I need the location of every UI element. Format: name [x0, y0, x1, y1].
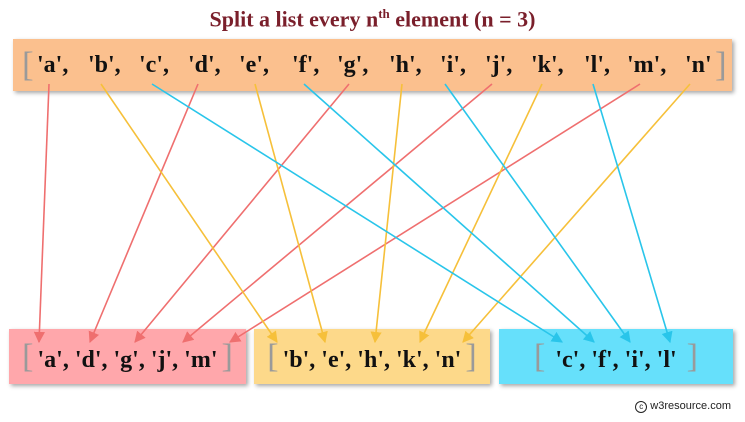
arrow-g: [134, 83, 350, 343]
source-item-l: 'l',: [584, 52, 611, 78]
copyright-icon: c: [635, 401, 648, 413]
arrow-d: [88, 83, 199, 344]
output-list-1-text: ['a', 'd', 'g', 'j', 'm']: [22, 338, 233, 375]
source-item-m: 'm',: [627, 52, 667, 78]
arrow-j: [182, 83, 493, 343]
source-open-bracket: [: [22, 45, 34, 84]
source-item-e: 'e',: [239, 52, 269, 78]
source-close-bracket: ]: [715, 45, 727, 84]
source-list: [ 'a', 'b', 'c', 'd', 'e', 'f', 'g', 'h'…: [13, 39, 732, 91]
arrow-e: [254, 83, 328, 344]
source-item-g: 'g',: [337, 52, 369, 78]
output-list-3: ['c', 'f', 'i', 'l']: [499, 329, 733, 384]
arrow-l: [592, 83, 673, 344]
source-item-f: 'f',: [292, 52, 320, 78]
source-item-d: 'd',: [188, 52, 221, 78]
source-item-h: 'h',: [389, 52, 422, 78]
output-list-1: ['a', 'd', 'g', 'j', 'm']: [9, 329, 246, 384]
source-item-a: 'a',: [37, 52, 69, 78]
diagram-title: Split a list every nth element (n = 3): [209, 6, 536, 32]
credit-text: w3resource.com: [650, 400, 731, 412]
arrow-m: [229, 83, 641, 343]
arrow-a: [33, 83, 50, 344]
arrow-i: [444, 83, 631, 343]
arrow-h: [370, 83, 403, 344]
source-item-k: 'k',: [531, 52, 564, 78]
output-list-2-text: ['b', 'e', 'h', 'k', 'n']: [267, 338, 477, 375]
source-item-b: 'b',: [88, 52, 121, 78]
source-item-i: 'i',: [440, 52, 467, 78]
arrow-c: [151, 83, 563, 343]
arrow-n: [462, 83, 691, 343]
source-item-j: 'j',: [485, 52, 513, 78]
source-item-n: 'n': [685, 52, 712, 78]
output-list-3-text: ['c', 'f', 'i', 'l']: [534, 338, 698, 375]
credit: c w3resource.com: [635, 400, 731, 413]
arrow-f: [303, 83, 595, 343]
arrow-b: [100, 83, 278, 343]
source-item-c: 'c',: [139, 52, 169, 78]
arrow-k: [419, 83, 543, 344]
